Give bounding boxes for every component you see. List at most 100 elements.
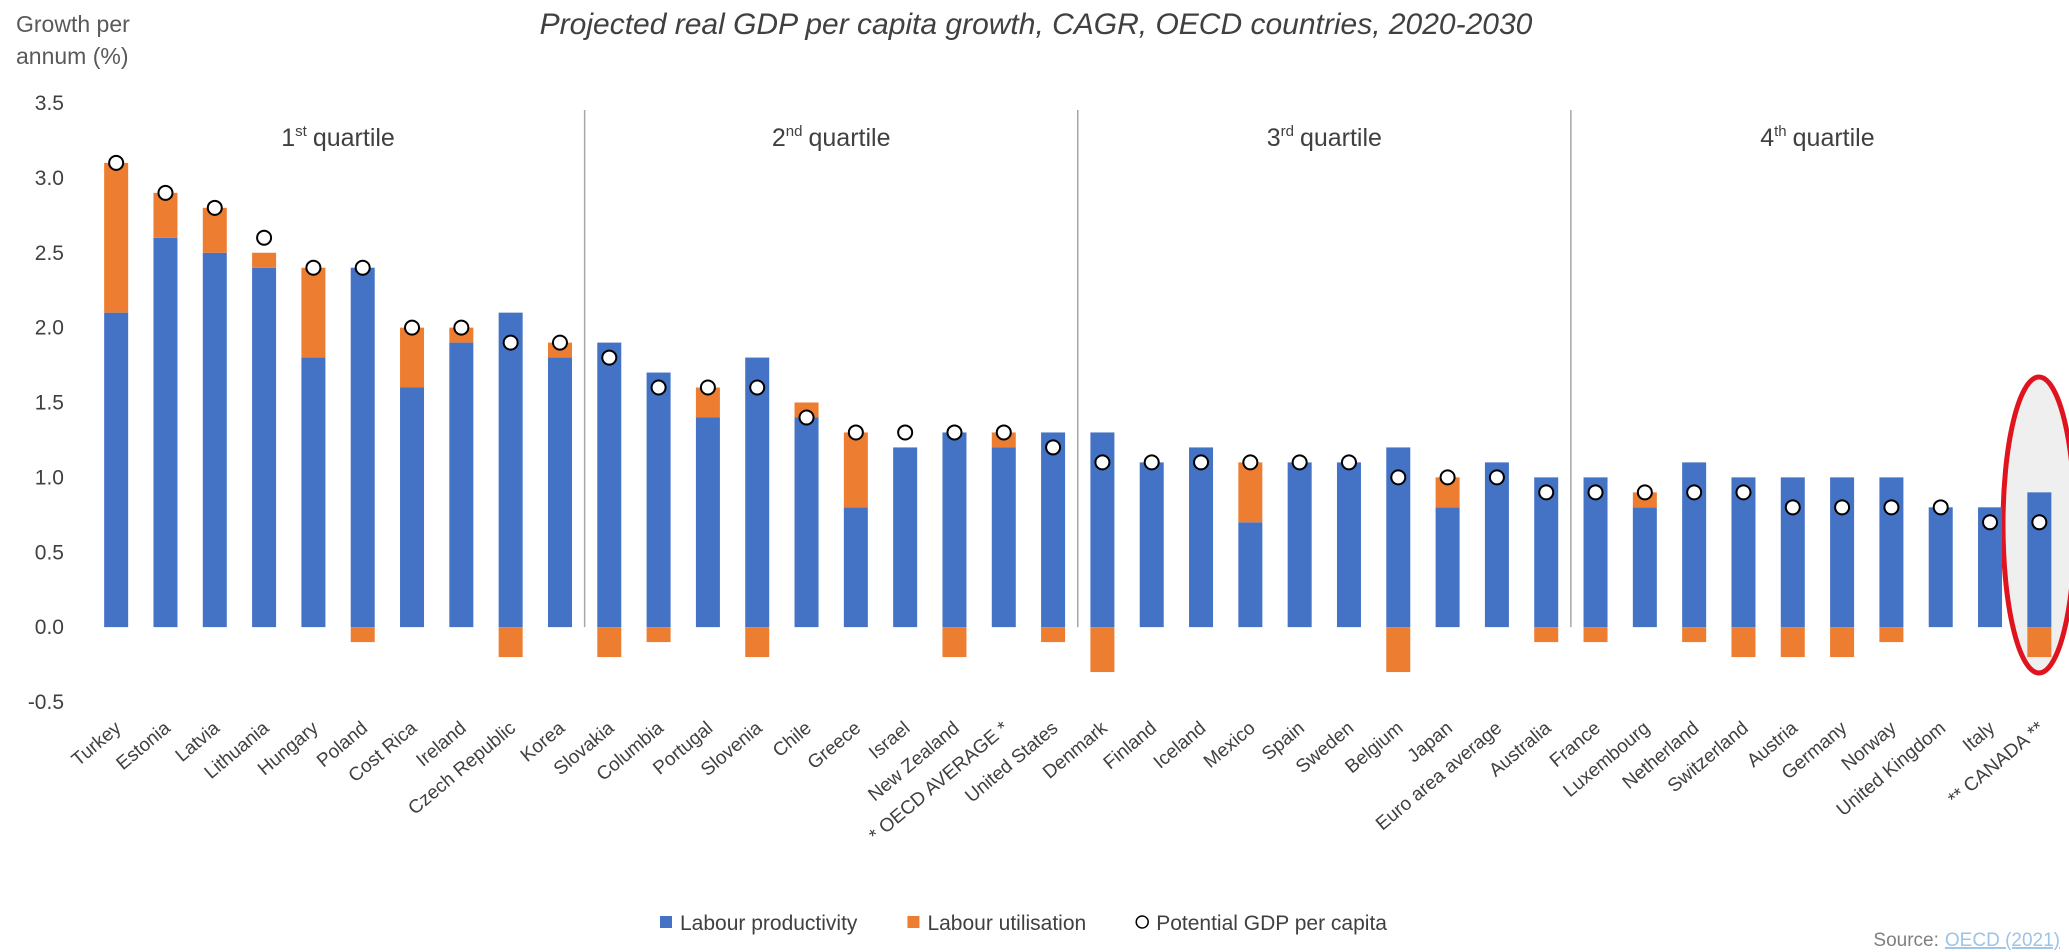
dot: [1390, 469, 1407, 486]
y-tick-label: -0.5: [28, 691, 64, 714]
dot: [502, 334, 519, 351]
dot: [206, 199, 223, 216]
dot: [256, 229, 273, 246]
dot: [1094, 454, 1111, 471]
bar-segment: [1041, 627, 1066, 643]
bar-segment: [1682, 627, 1707, 643]
bar-segment: [843, 432, 868, 508]
bar-segment: [1928, 507, 1953, 628]
bar-segment: [449, 342, 474, 628]
bar-segment: [942, 432, 967, 628]
quartile-suffix: st: [295, 123, 308, 140]
bar-segment: [1435, 507, 1460, 628]
source: Source: OECD (2021): [1873, 930, 2060, 951]
source-text: Source:: [1873, 930, 1938, 951]
quartile-word: quartile: [808, 124, 890, 152]
bar-segment: [991, 447, 1016, 628]
quartile-label: 2nd quartile: [772, 123, 891, 152]
dot: [749, 379, 766, 396]
dot: [1636, 484, 1653, 501]
bar-segment: [301, 357, 326, 628]
bar-segment: [1632, 507, 1657, 628]
bar-segment: [1090, 627, 1115, 673]
bar-segment: [400, 387, 425, 628]
dot: [1982, 514, 1999, 531]
dot: [1242, 454, 1259, 471]
bar-segment: [1879, 627, 1904, 643]
x-tick-label: Finland: [1100, 718, 1161, 774]
dot: [847, 424, 864, 441]
dot: [305, 259, 322, 276]
bar-segment: [893, 447, 918, 628]
bar-segment: [1534, 477, 1559, 628]
bar-segment: [252, 252, 277, 268]
bar-segment: [1139, 462, 1164, 628]
bar-segment: [1336, 462, 1361, 628]
source-link: OECD (2021): [1945, 930, 2060, 951]
legend-label: Labour utilisation: [927, 912, 1086, 935]
dot: [1538, 484, 1555, 501]
dot: [650, 379, 667, 396]
bar-segment: [2027, 627, 2052, 658]
bar-segment: [1731, 477, 1756, 628]
bar-segment: [745, 627, 770, 658]
dot: [551, 334, 568, 351]
dot: [1193, 454, 1210, 471]
dot: [1340, 454, 1357, 471]
dot: [157, 184, 174, 201]
bar-segment: [153, 237, 178, 628]
dot: [1488, 469, 1505, 486]
bar-segment: [1780, 627, 1805, 658]
dot: [699, 379, 716, 396]
bar-segment: [1731, 627, 1756, 658]
y-axis-label: Growth per annum (%): [16, 11, 130, 69]
y-tick-label: 1.5: [35, 392, 64, 415]
bar-segment: [1583, 477, 1608, 628]
y-tick-label: 0.5: [35, 541, 64, 564]
x-tick-label: Mexico: [1200, 718, 1260, 773]
dot: [1686, 484, 1703, 501]
quartile-word: quartile: [1793, 124, 1875, 152]
y-tick-label: 2.0: [35, 317, 64, 340]
bar-segment: [498, 312, 523, 628]
bar-segment: [646, 372, 671, 628]
x-tick-label: Italy: [1959, 717, 2000, 756]
quartile-suffix: rd: [1281, 123, 1294, 140]
bar-segment: [498, 627, 523, 658]
quartile-word: quartile: [313, 124, 395, 152]
bar-segment: [350, 267, 375, 628]
bar-segment: [202, 252, 227, 628]
dot: [1045, 439, 1062, 456]
y-tick-label: 3.5: [35, 92, 64, 115]
legend-label: Potential GDP per capita: [1156, 912, 1387, 935]
bar-segment: [2027, 492, 2052, 628]
dot: [1439, 469, 1456, 486]
bar-segment: [745, 357, 770, 628]
dot: [404, 319, 421, 336]
bar-segment: [400, 327, 425, 388]
dot: [1784, 499, 1801, 516]
dot: [1932, 499, 1949, 516]
dot: [453, 319, 470, 336]
bar-segment: [843, 507, 868, 628]
quartile-label: 3rd quartile: [1267, 123, 1382, 152]
bar-segment: [1484, 462, 1509, 628]
dot: [2031, 514, 2048, 531]
bar-segment: [646, 627, 671, 643]
quartile-label: 1st quartile: [281, 123, 395, 152]
y-tick-label: 0.0: [35, 616, 64, 639]
dot: [897, 424, 914, 441]
bar-segment: [1583, 627, 1608, 643]
bar-segment: [1238, 462, 1263, 523]
bar-segment: [1287, 462, 1312, 628]
bar-segment: [104, 162, 129, 313]
bar-segment: [1386, 627, 1411, 673]
bar-segment: [350, 627, 375, 643]
dot: [1735, 484, 1752, 501]
dot: [798, 409, 815, 426]
dot: [1834, 499, 1851, 516]
legend-label: Labour productivity: [680, 912, 858, 935]
quartile-number: 2: [772, 124, 786, 152]
